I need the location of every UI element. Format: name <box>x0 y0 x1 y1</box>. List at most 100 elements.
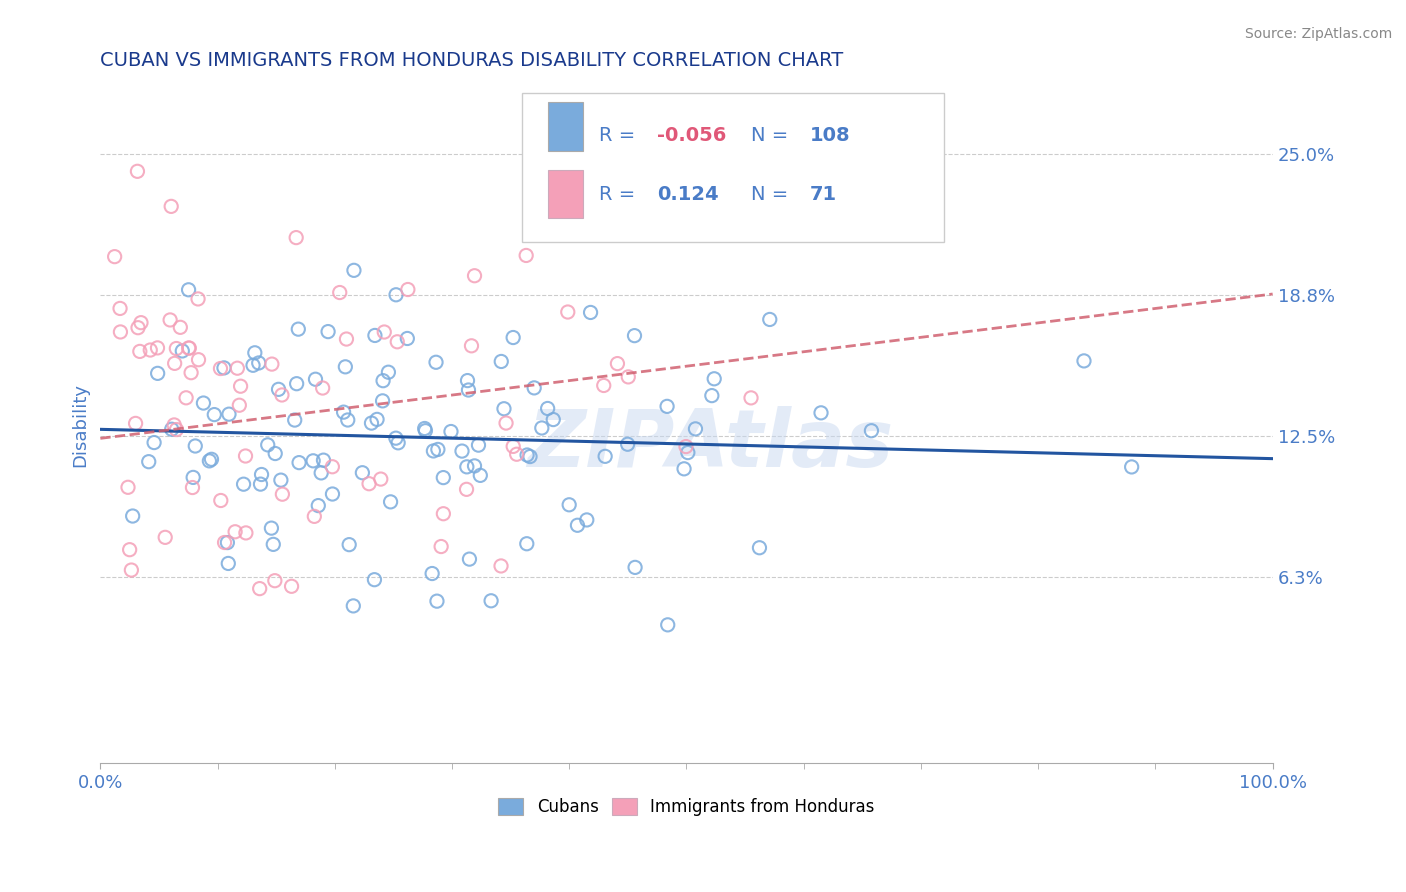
Point <box>567 518 589 533</box>
Text: R =: R = <box>599 126 636 145</box>
Point <box>387 334 409 349</box>
Point <box>558 498 581 512</box>
Point <box>104 250 127 264</box>
Point <box>163 356 186 370</box>
FancyBboxPatch shape <box>548 169 583 219</box>
Point <box>624 560 647 574</box>
Point <box>516 448 538 462</box>
Point <box>263 574 285 588</box>
Point <box>139 343 162 357</box>
Point <box>1121 459 1143 474</box>
Point <box>502 330 524 344</box>
Y-axis label: Disability: Disability <box>72 383 89 467</box>
Point <box>271 487 294 501</box>
Point <box>363 573 385 587</box>
Point <box>380 495 402 509</box>
Point <box>177 283 200 297</box>
Point <box>127 164 149 178</box>
Point <box>124 417 146 431</box>
Point <box>288 456 311 470</box>
Point <box>425 355 447 369</box>
Point <box>413 421 436 435</box>
Point <box>426 594 449 608</box>
Point <box>181 470 204 484</box>
Point <box>335 359 357 374</box>
Point <box>242 359 264 373</box>
Point <box>218 407 240 421</box>
Point <box>181 481 204 495</box>
Point <box>256 438 278 452</box>
Point <box>685 422 707 436</box>
Point <box>336 413 359 427</box>
Point <box>163 417 186 432</box>
Point <box>1073 354 1095 368</box>
Point <box>235 449 257 463</box>
Point <box>180 366 202 380</box>
Point <box>285 230 308 244</box>
Point <box>530 421 553 435</box>
Point <box>224 524 246 539</box>
Point <box>676 445 699 459</box>
Point <box>371 393 394 408</box>
Point <box>312 453 335 467</box>
Point <box>516 537 538 551</box>
Point <box>523 381 546 395</box>
Point <box>174 391 197 405</box>
Point <box>243 346 266 360</box>
Point <box>249 477 271 491</box>
Point <box>128 344 150 359</box>
Point <box>458 552 481 566</box>
Point <box>537 401 560 416</box>
Point <box>232 477 254 491</box>
Point <box>184 439 207 453</box>
Point <box>217 557 239 571</box>
Point <box>212 360 235 375</box>
Point <box>335 332 357 346</box>
Point <box>169 320 191 334</box>
Point <box>460 339 482 353</box>
Point <box>193 396 215 410</box>
Point <box>352 466 374 480</box>
FancyBboxPatch shape <box>523 94 945 242</box>
Point <box>270 473 292 487</box>
Point <box>316 325 339 339</box>
Point <box>309 466 332 480</box>
Point <box>226 361 249 376</box>
Point <box>146 367 169 381</box>
Point <box>342 599 364 613</box>
Point <box>160 199 183 213</box>
Point <box>337 538 360 552</box>
Point <box>287 322 309 336</box>
Point <box>600 211 623 225</box>
Point <box>321 459 343 474</box>
Text: 108: 108 <box>810 126 851 145</box>
Point <box>209 361 232 376</box>
Text: ZIPAtlas: ZIPAtlas <box>527 406 893 484</box>
Point <box>214 535 236 549</box>
Point <box>810 406 832 420</box>
Point <box>617 370 640 384</box>
Point <box>575 513 598 527</box>
Point <box>456 483 478 497</box>
Point <box>143 435 166 450</box>
Point <box>120 563 142 577</box>
Point <box>457 374 479 388</box>
Point <box>463 458 485 473</box>
Point <box>451 444 474 458</box>
Point <box>758 312 780 326</box>
Point <box>360 416 382 430</box>
Text: R =: R = <box>599 186 636 204</box>
Point <box>467 438 489 452</box>
Point <box>415 424 437 438</box>
Point <box>371 374 394 388</box>
Point <box>479 594 502 608</box>
Point <box>495 416 517 430</box>
Point <box>703 372 725 386</box>
Point <box>321 487 343 501</box>
Point <box>456 459 478 474</box>
Text: -0.056: -0.056 <box>657 126 727 145</box>
Point <box>657 617 679 632</box>
Point <box>457 383 479 397</box>
Point <box>118 542 141 557</box>
Point <box>557 305 579 319</box>
